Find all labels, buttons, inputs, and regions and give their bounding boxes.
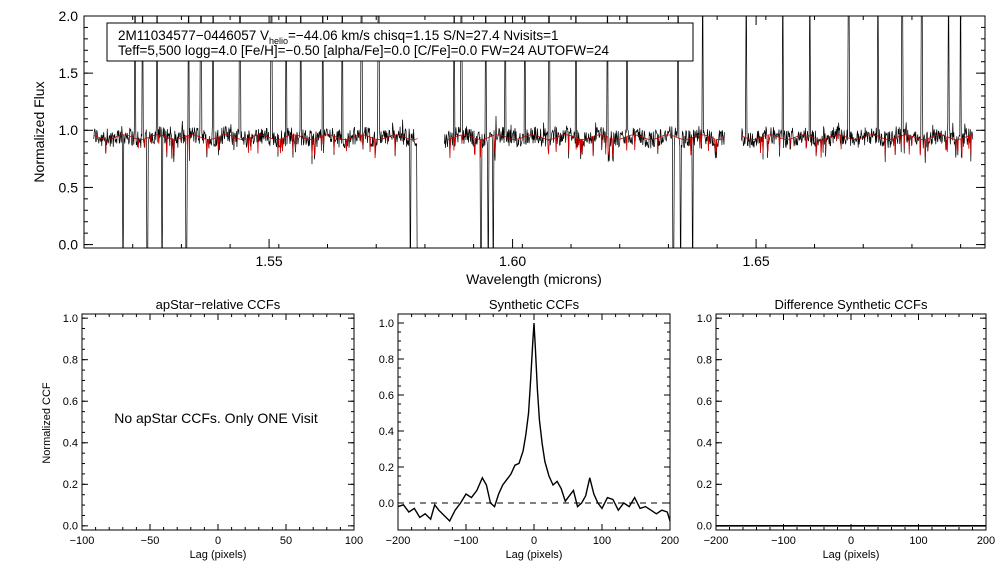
synthetic-ccf-panel: −200 −100 0 100 200 0.0 0.2 0.4 0.6 0.8 1.0 Synthe…	[379, 297, 679, 561]
spectrum-annotation-box: 2M11034577−0446057 Vhelio=−44.06 km/s ch…	[106, 22, 694, 62]
x-tick-label: 1.55	[255, 253, 282, 269]
apstar-ccf-panel: −100 −50 0 50 100 0.0 0.2 0.4 0.6 0.8 1.0 apStar−r…	[41, 297, 363, 561]
apstar-message: No apStar CCFs. Only ONE Visit	[114, 410, 318, 426]
y-tick-label: 0.8	[63, 355, 78, 367]
x-tick-label: 100	[593, 535, 611, 547]
annotation-subscript: helio	[269, 36, 288, 46]
x-tick-label: −200	[704, 535, 729, 547]
y-tick-label: 0.5	[59, 179, 79, 195]
x-tick-label: 0	[215, 535, 221, 547]
spectrum-panel: 1.55 1.60 1.65 0.0 0.5 1.0 1.5 2.0 Wavelength (…	[31, 8, 986, 287]
difference-ticks: −200 −100 0 100 200 0.0 0.2 0.4 0.6 0.8 1.0	[697, 313, 995, 547]
apstar-ylabel: Normalized CCF	[41, 382, 53, 464]
y-tick-label: 0.0	[697, 521, 712, 533]
y-tick-label: 0.6	[697, 396, 712, 408]
model-spectrum-line	[93, 134, 973, 159]
x-tick-label: 50	[280, 535, 292, 547]
y-tick-label: 0.2	[379, 462, 394, 474]
annotation-stats: =−44.06 km/s chisq=1.15 S/N=27.4 Nvisits…	[288, 28, 559, 43]
x-tick-label: −100	[771, 535, 796, 547]
apstar-title: apStar−relative CCFs	[156, 297, 281, 312]
difference-xlabel: Lag (pixels)	[823, 549, 880, 561]
y-tick-label: 0.0	[379, 498, 394, 510]
annotation-line-1: 2M11034577−0446057 Vhelio=−44.06 km/s ch…	[118, 28, 559, 46]
difference-axes-frame	[715, 313, 987, 531]
x-tick-label: −100	[70, 535, 95, 547]
y-tick-label: 0.4	[697, 438, 712, 450]
y-tick-label: 0.8	[379, 354, 394, 366]
synthetic-ticks: −200 −100 0 100 200 0.0 0.2 0.4 0.6 0.8 1.0	[379, 314, 679, 547]
spectrum-xlabel: Wavelength (microns)	[466, 271, 602, 287]
x-tick-label: 0	[848, 535, 854, 547]
spectrum-axes-frame	[83, 15, 986, 249]
x-tick-label: −200	[386, 535, 411, 547]
x-tick-label: −50	[141, 535, 160, 547]
x-tick-label: 1.65	[742, 253, 769, 269]
difference-title: Difference Synthetic CCFs	[775, 297, 928, 312]
y-tick-label: 1.5	[59, 65, 79, 81]
spectrum-ylabel: Normalized Flux	[31, 81, 47, 182]
y-tick-label: 1.0	[59, 122, 79, 138]
synthetic-data	[397, 322, 671, 523]
spectrum-data	[93, 15, 974, 249]
synthetic-title: Synthetic CCFs	[489, 297, 580, 312]
annotation-line-2: Teff=5,500 logg=4.0 [Fe/H]=−0.50 [alpha/…	[118, 43, 610, 58]
y-tick-label: 0.6	[379, 390, 394, 402]
y-tick-label: 0.2	[697, 479, 712, 491]
x-tick-label: −100	[454, 535, 479, 547]
x-tick-label: 1.60	[499, 253, 526, 269]
spectrum-ticks: 1.55 1.60 1.65 0.0 0.5 1.0 1.5 2.0	[59, 8, 985, 269]
synthetic-xlabel: Lag (pixels)	[506, 549, 563, 561]
synthetic-axes-frame	[397, 313, 671, 531]
annotation-star-id: 2M11034577−0446057 V	[118, 28, 269, 43]
x-tick-label: 100	[345, 535, 363, 547]
synthetic-ccf-line	[397, 322, 671, 523]
apstar-ticks: −100 −50 0 50 100 0.0 0.2 0.4 0.6 0.8 1.0	[63, 313, 363, 547]
y-tick-label: 2.0	[59, 8, 79, 24]
x-tick-label: 200	[661, 535, 679, 547]
y-tick-label: 1.0	[379, 318, 394, 330]
apstar-xlabel: Lag (pixels)	[190, 549, 247, 561]
y-tick-label: 0.8	[697, 355, 712, 367]
y-tick-label: 1.0	[63, 313, 78, 325]
difference-ccf-panel: −200 −100 0 100 200 0.0 0.2 0.4 0.6 0.8 1.0 Differ…	[697, 297, 995, 561]
y-tick-label: 0.0	[59, 236, 79, 252]
x-tick-label: 0	[531, 535, 537, 547]
y-tick-label: 0.6	[63, 396, 78, 408]
x-tick-label: 100	[909, 535, 927, 547]
y-tick-label: 0.4	[379, 426, 394, 438]
y-tick-label: 0.4	[63, 438, 78, 450]
y-tick-label: 0.2	[63, 479, 78, 491]
y-tick-label: 0.0	[63, 521, 78, 533]
x-tick-label: 200	[977, 535, 995, 547]
y-tick-label: 1.0	[697, 313, 712, 325]
